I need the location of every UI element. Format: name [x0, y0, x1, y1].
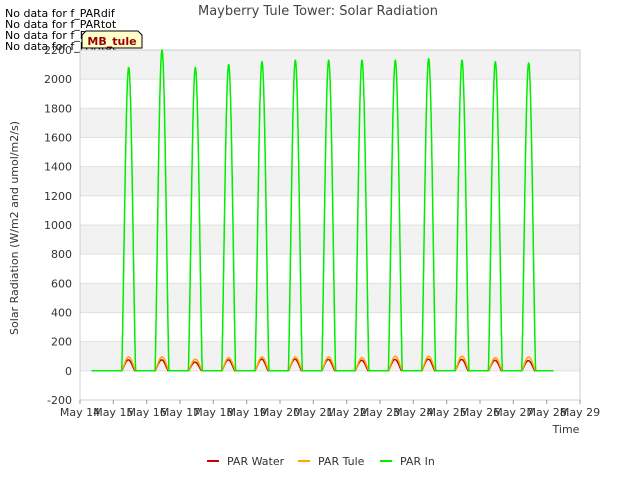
legend-label: PAR In — [400, 455, 435, 468]
grid-band — [80, 283, 580, 313]
y-tick-label: 1000 — [44, 219, 72, 232]
mb-tule-badge: MB_tule — [81, 30, 143, 49]
x-tick-label: May 19 — [227, 406, 267, 419]
series-line-par-in — [91, 49, 554, 372]
y-axis-label: Solar Radiation (W/m2 and umol/m2/s) — [8, 121, 21, 335]
badge-label: MB_tule — [87, 35, 136, 48]
grid-band — [80, 166, 580, 196]
y-tick-label: 1200 — [44, 190, 72, 203]
y-tick-label: 600 — [51, 277, 72, 290]
y-tick-label: 200 — [51, 336, 72, 349]
legend-label: PAR Tule — [318, 455, 365, 468]
y-tick-label: 2200 — [44, 44, 72, 57]
x-tick-label: May 21 — [293, 406, 333, 419]
x-tick-label: May 27 — [493, 406, 533, 419]
legend-label: PAR Water — [227, 455, 285, 468]
x-tick-label: May 25 — [427, 406, 467, 419]
legend: PAR Water PAR Tule PAR In — [207, 455, 435, 468]
grid-band — [80, 341, 580, 371]
y-tick-label: 400 — [51, 307, 72, 320]
y-axis: -200 0 200 400 600 800 1000 1200 1400 1600 1800 200… — [44, 44, 72, 407]
grid-band — [80, 225, 580, 255]
y-tick-label: 1400 — [44, 161, 72, 174]
y-tick-label: 1800 — [44, 102, 72, 115]
chart-title: Mayberry Tule Tower: Solar Radiation — [198, 4, 438, 19]
grid-band — [80, 108, 580, 138]
x-tick-label: May 14 — [60, 406, 100, 419]
x-tick-label: May 24 — [393, 406, 433, 419]
x-tick-label: May 28 — [527, 406, 567, 419]
x-tick-label: May 20 — [260, 406, 300, 419]
x-tick-label: May 16 — [127, 406, 167, 419]
y-tick-label: 1600 — [44, 132, 72, 145]
y-tick-label: 800 — [51, 248, 72, 261]
no-data-message: No data for f_PARtot — [5, 18, 117, 31]
x-tick-label: May 22 — [327, 406, 367, 419]
plot-frame — [79, 49, 581, 401]
x-tick-label: May 29 — [560, 406, 600, 419]
no-data-message: No data for f_PARdif — [5, 7, 115, 20]
x-tick-label: May 15 — [93, 406, 133, 419]
badge-box — [81, 30, 143, 49]
y-tick-label: -200 — [47, 394, 72, 407]
x-tick-label: May 17 — [160, 406, 200, 419]
y-tick-label: 0 — [65, 365, 72, 378]
x-tick-label: May 23 — [360, 406, 400, 419]
x-tick-label: May 26 — [460, 406, 500, 419]
series-lines — [91, 49, 554, 372]
y-tick-label: 2000 — [44, 73, 72, 86]
x-tick-label: May 18 — [193, 406, 233, 419]
x-axis-label: Time — [552, 423, 580, 436]
